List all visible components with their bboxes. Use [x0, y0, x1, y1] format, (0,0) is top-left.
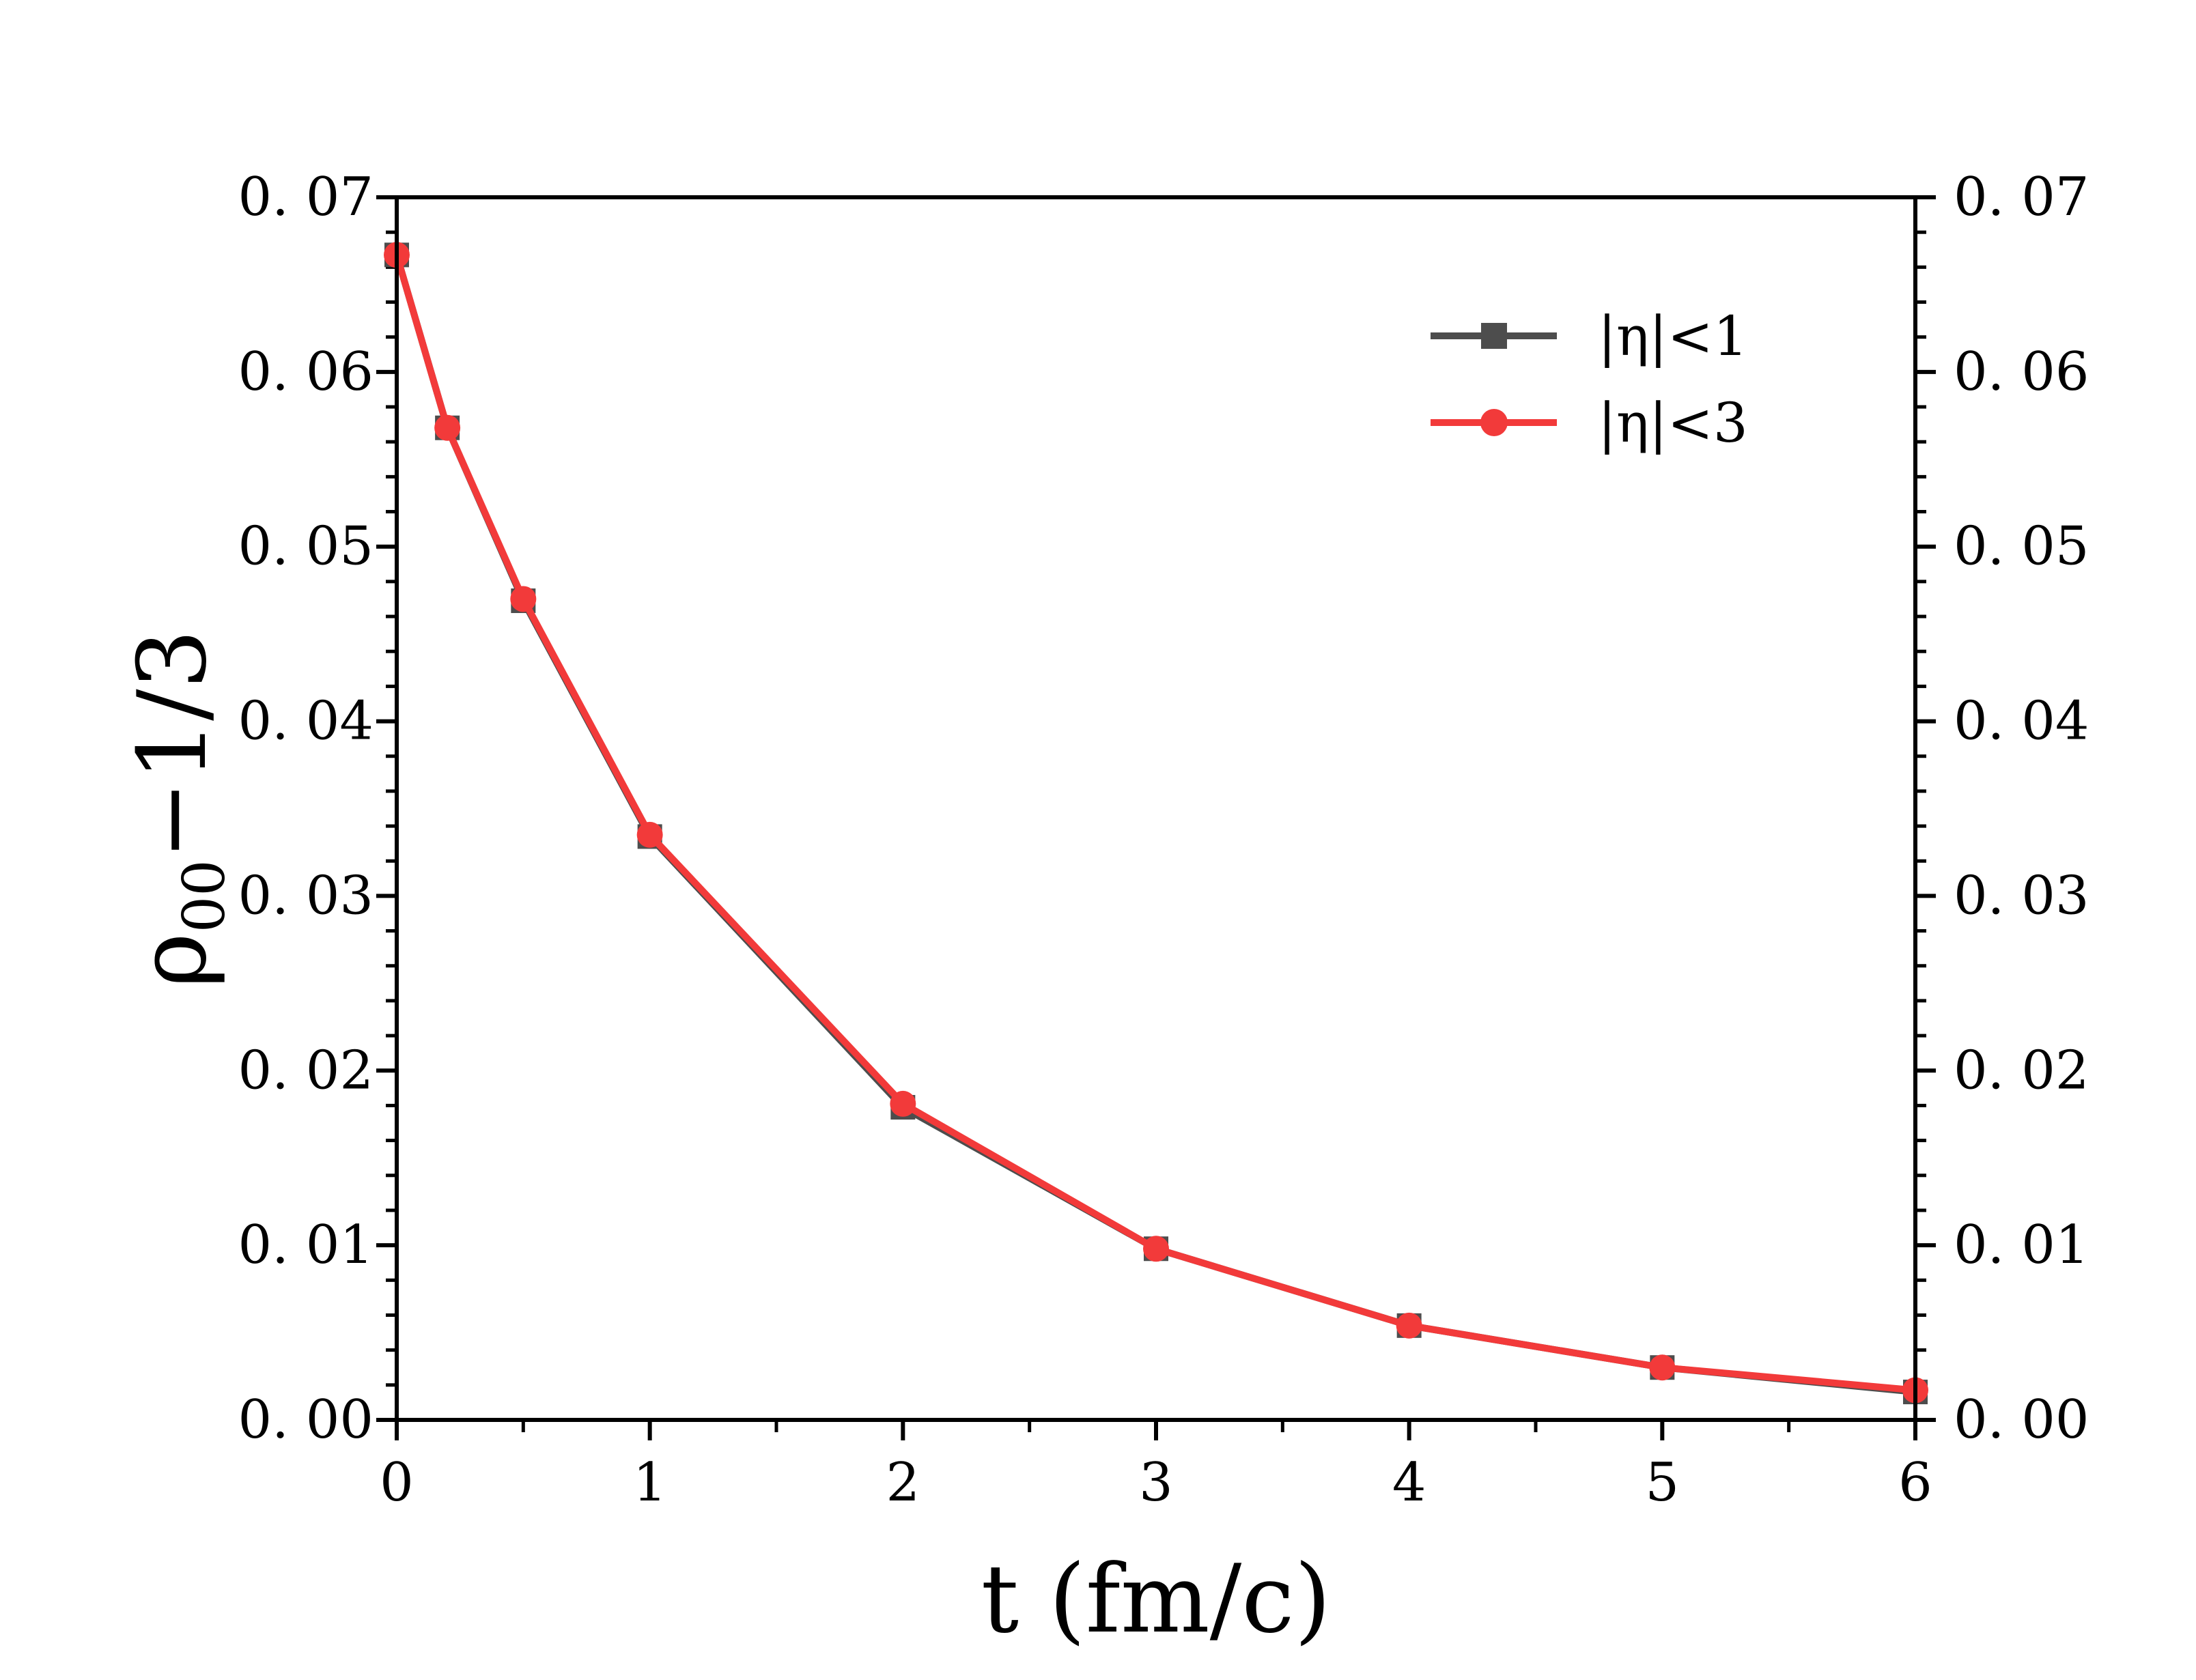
plot-frame [395, 195, 1917, 1422]
data-point [1649, 1354, 1676, 1381]
legend-label: |η|<3 [1598, 391, 1748, 455]
y-tick-label-right: 0. 05 [1954, 516, 2089, 578]
x-tick-label: 0 [380, 1452, 414, 1513]
y-tick-label-left: 0. 07 [238, 167, 374, 228]
y-tick-label-left: 0. 02 [238, 1040, 374, 1101]
y-axis-title-subscript: 00 [171, 859, 238, 932]
y-axis-title-main: ρ [117, 932, 227, 988]
y-tick-label-right: 0. 02 [1954, 1040, 2089, 1101]
legend-marker [1480, 409, 1508, 436]
legend-label: |η|<1 [1598, 304, 1748, 368]
data-point [1396, 1312, 1422, 1339]
x-axis-title: t (fm/c) [981, 1544, 1332, 1654]
x-tick-label: 2 [886, 1452, 920, 1513]
y-tick-label-right: 0. 07 [1954, 167, 2089, 228]
y-tick-label-left: 0. 03 [238, 865, 374, 926]
y-tick-label-right: 0. 04 [1954, 691, 2089, 752]
y-tick-label-right: 0. 03 [1954, 865, 2089, 926]
data-point [1143, 1236, 1169, 1262]
y-tick-label-left: 0. 01 [238, 1214, 374, 1276]
x-tick-label: 1 [633, 1452, 667, 1513]
data-point [636, 821, 663, 848]
legend: |η|<1 |η|<3 [1431, 304, 1748, 455]
tick-labels: 0 1 2 3 4 5 6 0. 00 0. 00 0. 01 0. 01 0. 02 0. 02 0. … [238, 167, 2089, 1513]
x-tick-label: 4 [1392, 1452, 1426, 1513]
y-tick-label-left: 0. 06 [238, 341, 374, 403]
y-axis-title-tail: −1/3 [117, 629, 227, 860]
x-tick-label: 5 [1646, 1452, 1680, 1513]
y-tick-label-right: 0. 01 [1954, 1214, 2089, 1276]
x-tick-label: 6 [1898, 1452, 1932, 1513]
y-axis-title: ρ00−1/3 [117, 629, 238, 988]
data-point [890, 1090, 916, 1117]
data-point [434, 414, 461, 441]
y-tick-label-right: 0. 06 [1954, 341, 2089, 403]
data-point [510, 586, 537, 612]
x-tick-label: 3 [1139, 1452, 1173, 1513]
y-tick-label-left: 0. 00 [238, 1389, 374, 1451]
y-tick-label-left: 0. 04 [238, 691, 374, 752]
legend-marker [1481, 323, 1507, 349]
y-tick-label-left: 0. 05 [238, 516, 374, 578]
major-ticks [376, 195, 1936, 1440]
y-tick-label-right: 0. 00 [1954, 1389, 2089, 1451]
series-layer [384, 242, 1928, 1405]
